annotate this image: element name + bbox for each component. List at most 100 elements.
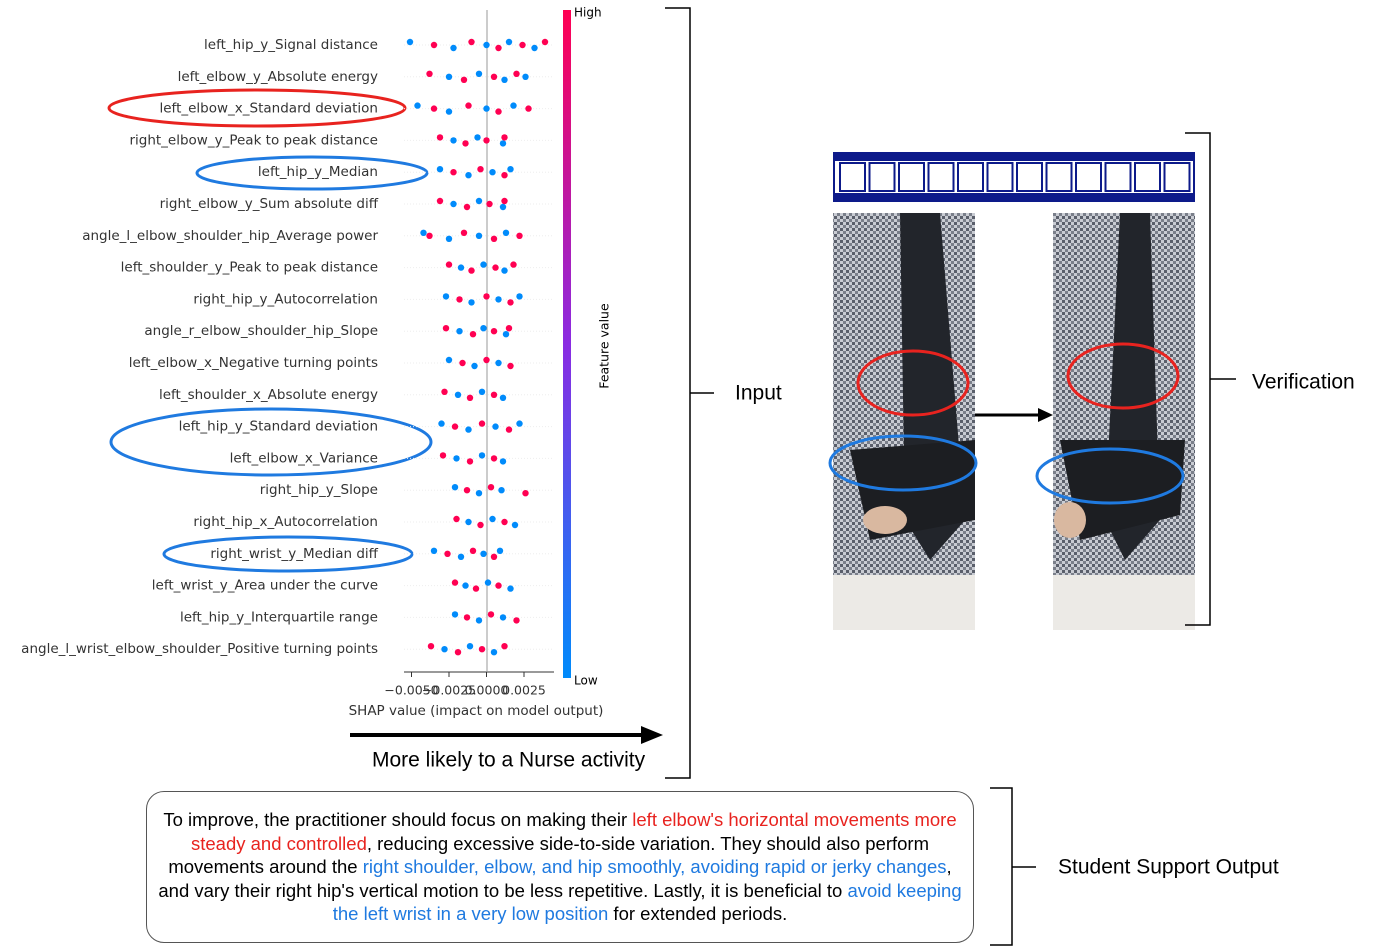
shap-dot [442, 325, 450, 332]
shap-dot [462, 582, 469, 589]
feature-label: right_hip_y_Slope [260, 482, 378, 498]
shap-dot [466, 458, 474, 465]
highlight-blue [1035, 447, 1185, 505]
shap-dot [507, 362, 514, 370]
shap-dot [426, 70, 433, 78]
shap-dot [463, 203, 471, 211]
shap-dot [451, 423, 459, 430]
bracket [665, 7, 714, 779]
shap-dot [507, 166, 514, 173]
shap-dot [478, 452, 486, 459]
shap-dot [466, 394, 474, 401]
film-frame [1104, 162, 1132, 192]
highlight-blue [195, 155, 429, 191]
shap-dot [513, 617, 520, 624]
text-segment: , reducing excessive side-to-side variat… [168, 832, 929, 878]
film-frame [1016, 162, 1043, 192]
shap-dot [471, 362, 478, 370]
shap-dot [450, 169, 457, 176]
output-label: Student Support Output [1058, 856, 1279, 879]
shap-dot [457, 553, 465, 560]
highlight-blue [828, 434, 978, 492]
shap-dot [442, 293, 450, 300]
feature-label: left_shoulder_y_Peak to peak distance [121, 260, 378, 276]
shap-dot [465, 172, 472, 179]
text-segment: To improve, the practitioner should focu… [163, 809, 633, 830]
verification-label: Verification [1252, 371, 1355, 394]
feature-label: right_elbow_y_Sum absolute diff [160, 196, 379, 212]
film-frame [1045, 162, 1073, 192]
film-frame [957, 162, 984, 192]
shap-dot [490, 391, 498, 398]
film-frame [868, 162, 896, 192]
shap-dot [480, 261, 487, 268]
shap-dot [414, 102, 421, 109]
shap-dot [516, 232, 523, 239]
film-frame [927, 162, 955, 192]
feature-label: right_hip_y_Autocorrelation [193, 291, 378, 307]
shap-dot [459, 359, 466, 367]
shap-dot [439, 452, 447, 459]
shap-dot [501, 134, 508, 141]
text-segment: for extended periods. [608, 903, 788, 924]
shap-dot [454, 391, 462, 398]
shap-dot [486, 200, 493, 208]
feature-label: left_wrist_y_Area under the curve [152, 578, 378, 594]
shap-dot [463, 614, 471, 621]
text-segment: , and vary their right hip's vertical mo… [158, 856, 952, 901]
film-frame [839, 162, 866, 192]
shap-dot [480, 550, 487, 557]
shap-dot [475, 197, 483, 205]
x-tick-label: −0.0025 [422, 683, 476, 698]
shap-dot [451, 579, 459, 586]
shap-dot [487, 484, 495, 491]
shap-dot [511, 521, 519, 529]
shap-dot [444, 550, 451, 557]
highlight-red [1066, 342, 1180, 410]
shap-dot [465, 426, 472, 433]
shap-dot [499, 394, 507, 401]
shap-dot [501, 643, 508, 650]
video-frame [833, 213, 975, 630]
text-segment: left elbow's horizontal movements more s… [190, 809, 957, 854]
shap-dot [468, 299, 475, 306]
text-segment: avoid keeping the left wrist in a very l… [332, 879, 962, 925]
x-axis-label: SHAP value (impact on model output) [349, 703, 604, 719]
shap-dot [489, 515, 496, 523]
x-tick-label: −0.0050 [384, 683, 438, 698]
feature-label: left_hip_y_Median [258, 164, 378, 180]
shap-dot [498, 487, 505, 494]
arrow-head [1038, 408, 1053, 422]
shap-dot [502, 331, 510, 338]
film-frame [1134, 162, 1161, 192]
shap-dot [480, 325, 487, 332]
shap-dot [522, 73, 529, 81]
shap-dot [427, 643, 435, 650]
film-frame [898, 162, 925, 192]
shap-dot [487, 611, 495, 618]
shap-dot [483, 41, 490, 49]
film-frame [1163, 162, 1191, 192]
shap-dot [450, 44, 457, 52]
shap-dot [495, 582, 502, 589]
shap-dot [510, 261, 517, 268]
shap-dot [445, 235, 453, 242]
shap-dot [445, 108, 453, 115]
shap-dot [501, 172, 508, 179]
feature-label: angle_r_elbow_shoulder_hip_Slope [144, 323, 378, 339]
feature-label: left_hip_y_Standard deviation [179, 419, 378, 435]
shap-dot [495, 296, 502, 303]
shap-dot [502, 229, 510, 236]
shap-dot [522, 490, 529, 497]
shap-dot [490, 235, 498, 242]
shap-dot [430, 105, 438, 112]
shap-dot [469, 547, 477, 554]
shap-dot [475, 70, 483, 78]
shap-dot [478, 420, 486, 427]
feature-label: left_elbow_x_Negative turning points [129, 355, 378, 371]
shap-dot [436, 166, 444, 173]
input-label: Input [735, 382, 782, 405]
feature-label: right_wrist_y_Median diff [210, 546, 378, 562]
shap-dot [451, 484, 459, 491]
shap-dot [525, 105, 532, 112]
